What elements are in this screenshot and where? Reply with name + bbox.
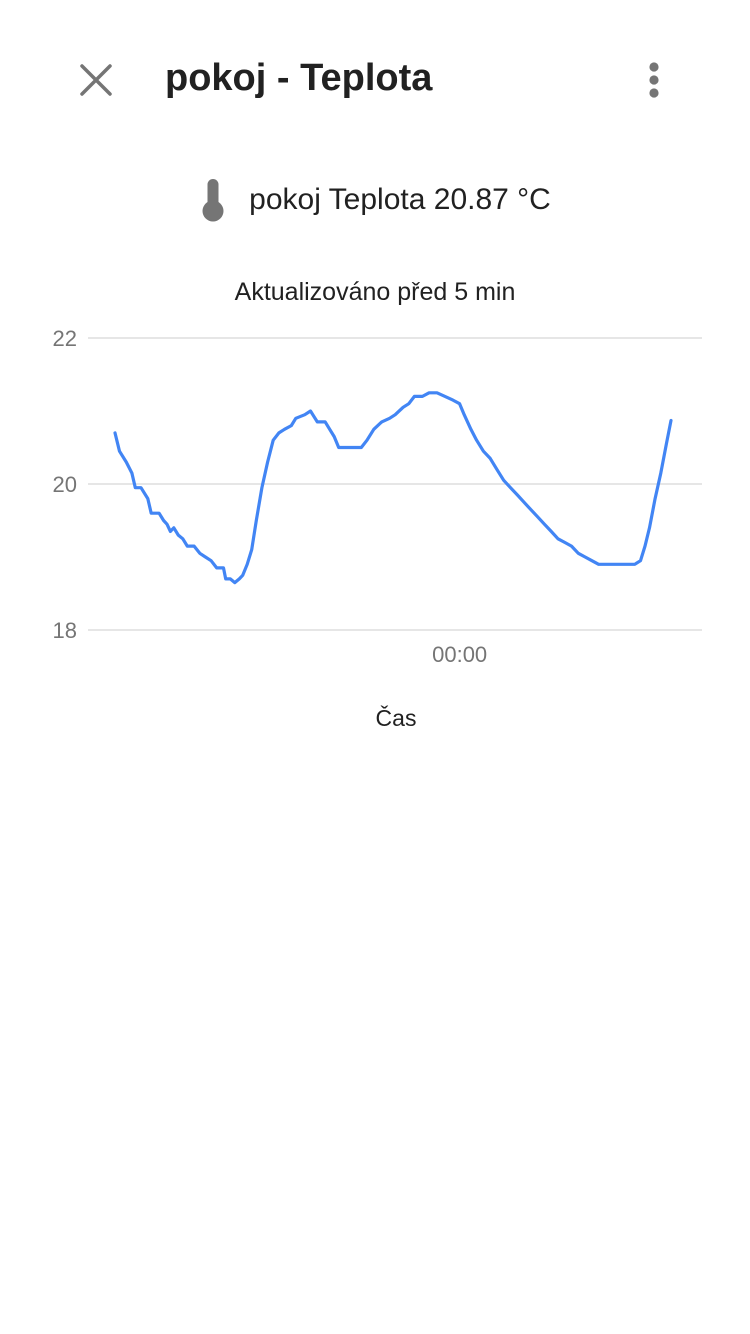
entity-state-row: pokoj Teplota 20.87 °C [0,170,750,230]
dialog-title: pokoj - Teplota [165,57,433,99]
series-line [113,391,673,585]
dialog-header: pokoj - Teplota [0,0,750,160]
close-icon [80,64,112,96]
x-tick-label: 00:00 [432,642,487,667]
y-tick-label: 22 [53,326,77,351]
x-axis-label: Čas [376,704,417,731]
y-tick-label: 20 [53,472,77,497]
more-vert-icon [649,62,659,98]
entity-state-text: pokoj Teplota 20.87 °C [249,183,551,216]
last-updated-text: Aktualizováno před 5 min [234,278,516,306]
more-options-button[interactable] [624,50,684,110]
close-button[interactable] [66,50,126,110]
y-tick-label: 18 [53,618,77,643]
thermometer-icon [193,174,233,226]
history-chart: 18 20 22 00:00 Čas [0,320,750,750]
history-chart-svg: 18 20 22 00:00 Čas [53,326,702,731]
